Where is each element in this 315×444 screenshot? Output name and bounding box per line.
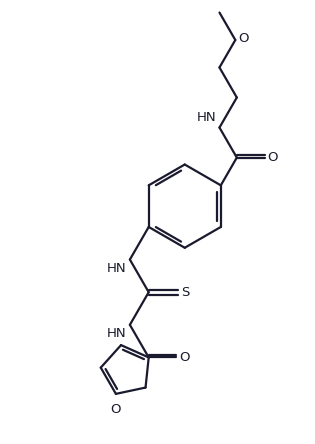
- Text: O: O: [180, 351, 190, 364]
- Text: O: O: [238, 32, 249, 44]
- Text: HN: HN: [106, 262, 126, 274]
- Text: HN: HN: [106, 327, 126, 340]
- Text: O: O: [111, 403, 121, 416]
- Text: O: O: [267, 151, 278, 164]
- Text: HN: HN: [197, 111, 216, 123]
- Text: S: S: [181, 285, 190, 299]
